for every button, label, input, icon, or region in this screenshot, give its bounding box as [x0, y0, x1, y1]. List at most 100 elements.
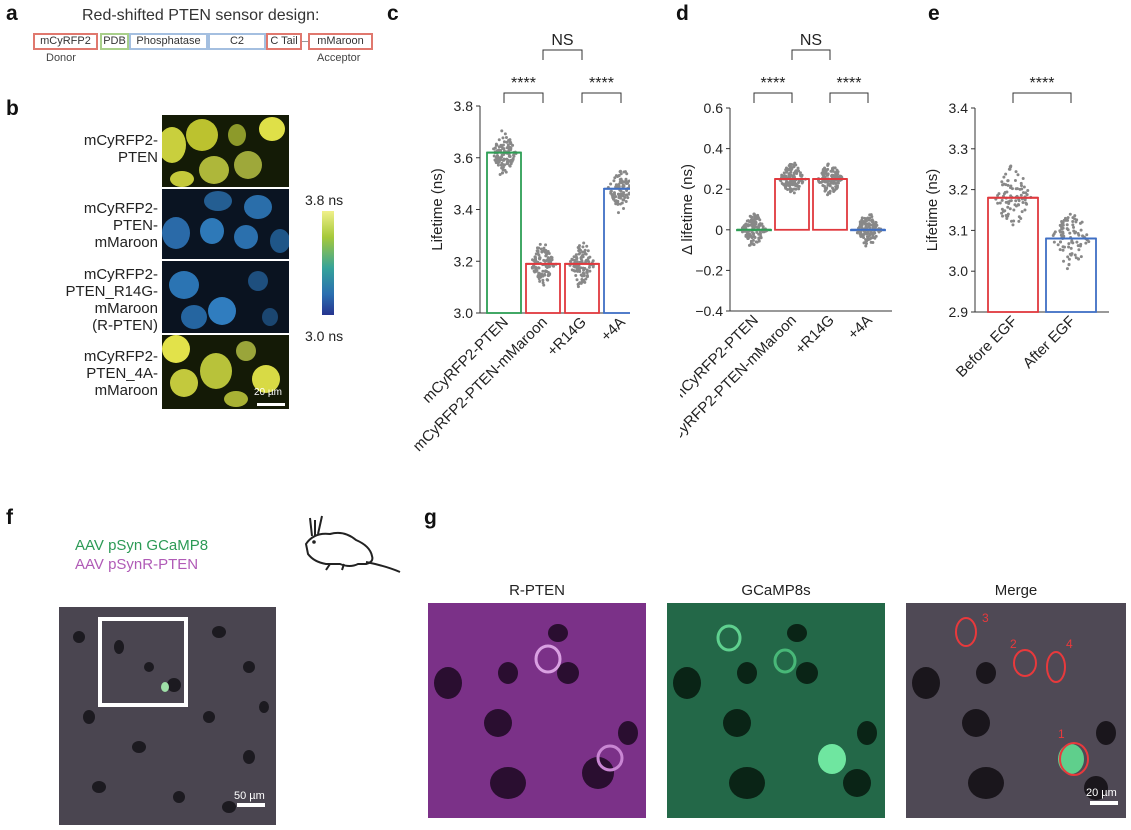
data-point: [792, 191, 796, 195]
data-point: [544, 249, 548, 253]
data-point: [1075, 218, 1079, 222]
data-point: [869, 236, 873, 240]
x-tick-label: After EGF: [1020, 313, 1079, 372]
data-point: [497, 159, 501, 163]
data-point: [792, 182, 796, 186]
data-point: [1019, 216, 1023, 220]
scale-bar-label-b: 20 µm: [254, 387, 282, 398]
data-point: [1079, 242, 1083, 246]
data-point: [996, 201, 1000, 205]
data-point: [860, 216, 864, 220]
data-point: [1014, 187, 1018, 191]
image-gcamp8s: [667, 603, 885, 818]
data-point: [549, 255, 553, 259]
data-point: [824, 187, 828, 191]
data-point: [570, 268, 574, 272]
roi-label-4: 4: [1066, 637, 1073, 651]
data-point: [618, 170, 622, 174]
y-tick-label: 3.0: [949, 263, 969, 279]
significance-label: NS: [551, 32, 573, 49]
data-point: [531, 258, 535, 262]
data-point: [500, 129, 504, 133]
data-point: [794, 184, 798, 188]
data-point: [790, 167, 794, 171]
data-point: [503, 132, 507, 136]
data-point: [1066, 255, 1070, 259]
data-point: [618, 196, 622, 200]
data-point: [612, 195, 616, 199]
data-point: [1012, 208, 1016, 212]
data-point: [501, 158, 505, 162]
y-tick-label: 3.4: [949, 100, 969, 116]
data-point: [1016, 173, 1020, 177]
panel-label-c: c: [387, 2, 399, 25]
y-axis-label: Δ lifetime (ns): [680, 164, 696, 255]
data-point: [616, 174, 620, 178]
data-point: [609, 189, 613, 193]
data-point: [1006, 200, 1010, 204]
data-point: [1017, 203, 1021, 207]
data-point: [579, 266, 583, 270]
data-point: [788, 175, 792, 179]
data-point: [1067, 245, 1071, 249]
data-point: [833, 188, 837, 192]
colorbar-min-label: 3.0 ns: [305, 328, 344, 344]
data-point: [530, 266, 534, 270]
data-point: [507, 159, 511, 163]
data-point: [572, 255, 576, 259]
data-point: [749, 220, 753, 224]
data-point: [794, 187, 798, 191]
image-f-overview: 50 µm: [59, 607, 276, 825]
data-point: [830, 174, 834, 178]
data-point: [1052, 240, 1056, 244]
data-point: [570, 257, 574, 261]
data-point: [622, 184, 626, 188]
panel-label-f: f: [6, 506, 13, 529]
y-tick-label: 3.6: [454, 150, 474, 166]
data-point: [996, 193, 1000, 197]
data-point: [501, 165, 505, 169]
data-point: [505, 140, 509, 144]
row-label-r-pten: mCyRFP2- PTEN_R14G- mMaroon (R-PTEN): [65, 266, 158, 334]
data-point: [578, 270, 582, 274]
data-point: [798, 171, 802, 175]
data-point: [539, 275, 543, 279]
roi-3: [955, 617, 977, 647]
data-point: [1012, 219, 1016, 223]
data-point: [817, 180, 821, 184]
data-point: [1062, 218, 1066, 222]
lifetime-colorbar: [322, 211, 334, 315]
data-point: [784, 170, 788, 174]
data-point: [536, 266, 540, 270]
data-point: [744, 222, 748, 226]
data-point: [747, 243, 751, 247]
data-point: [1008, 207, 1012, 211]
data-point: [1067, 257, 1071, 261]
data-point: [509, 162, 513, 166]
data-point: [579, 256, 583, 260]
data-point: [752, 212, 756, 216]
data-point: [757, 222, 761, 226]
data-point: [800, 173, 804, 177]
data-point: [502, 140, 506, 144]
data-point: [797, 187, 801, 191]
data-point: [871, 241, 875, 245]
data-point: [867, 238, 871, 242]
data-point: [507, 154, 511, 158]
y-tick-label: −0.2: [695, 262, 723, 278]
significance-bracket: [1012, 92, 1072, 103]
data-point: [1066, 216, 1070, 220]
scale-bar-label-g: 20 µm: [1086, 787, 1117, 799]
x-tick-label: +4A: [598, 314, 629, 345]
y-tick-label: 3.2: [949, 182, 969, 198]
data-point: [1019, 181, 1023, 185]
data-point: [797, 179, 801, 183]
y-tick-label: 2.9: [949, 304, 969, 320]
data-point: [618, 202, 622, 206]
block-pdb: PDB: [100, 33, 129, 50]
data-point: [1008, 165, 1012, 169]
data-point: [579, 281, 583, 285]
image-pten-mmaroon-lifetime: [162, 189, 289, 259]
data-point: [1006, 183, 1010, 187]
data-point: [495, 154, 499, 158]
